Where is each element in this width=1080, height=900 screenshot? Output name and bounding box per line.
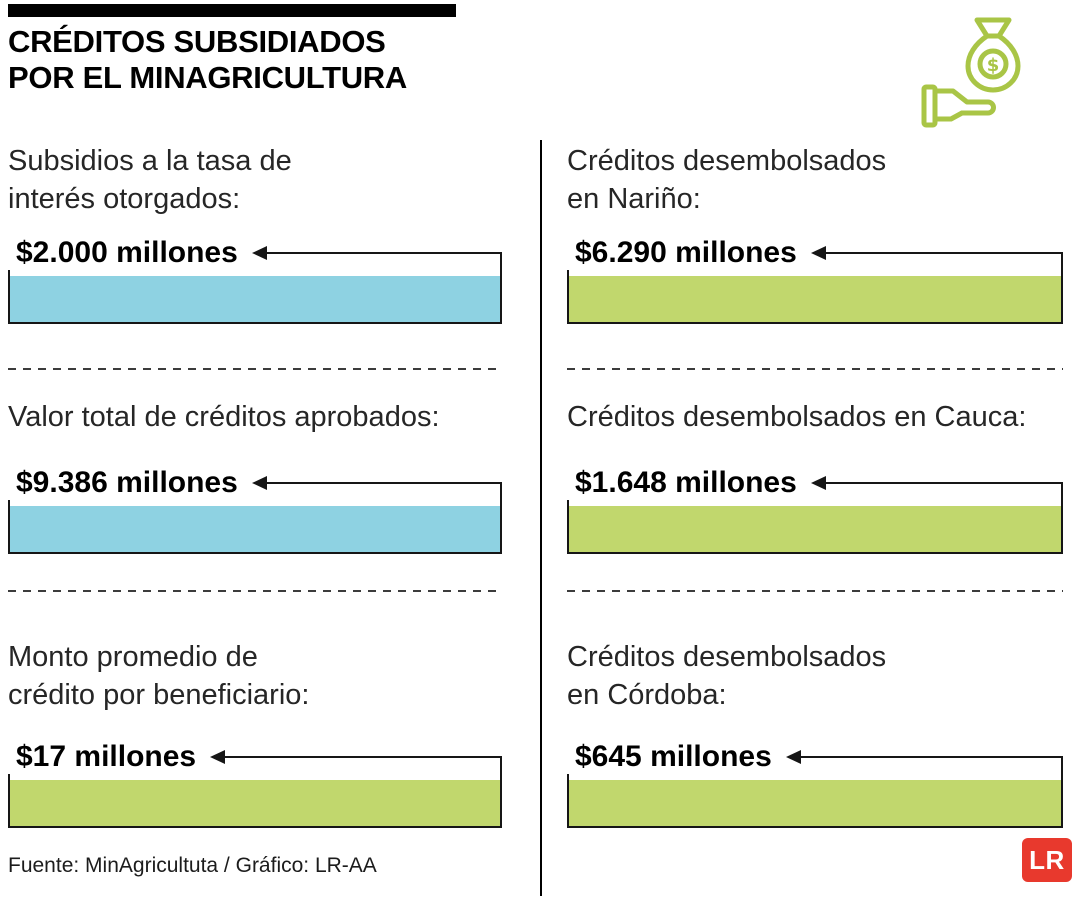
stat-label: Valor total de créditos aprobados: — [8, 398, 502, 436]
label-line: en Córdoba: — [567, 679, 727, 711]
top-accent-bar — [8, 4, 456, 17]
lr-logo-text: LR — [1029, 844, 1065, 875]
stat-label: Créditos desembolsados en Nariño: — [567, 142, 1063, 218]
stat-cordoba: Créditos desembolsados en Córdoba: $645 … — [567, 638, 1063, 828]
stat-narino: Créditos desembolsados en Nariño: $6.290… — [567, 142, 1063, 324]
left-column: Subsidios a la tasa de interés otorgados… — [8, 142, 502, 828]
stat-value: $2.000 millones — [8, 236, 267, 270]
dashed-separator — [567, 590, 1063, 592]
stat-valor-total: Valor total de créditos aprobados: $9.38… — [8, 398, 502, 554]
left-arrow-icon — [810, 476, 826, 490]
stat-value: $645 millones — [567, 740, 801, 774]
stat-figure: $2.000 millones — [8, 236, 502, 324]
bar-fill — [569, 506, 1061, 552]
bar-fill — [10, 506, 500, 552]
right-column: Créditos desembolsados en Nariño: $6.290… — [567, 142, 1063, 828]
left-arrow-icon — [210, 750, 226, 764]
stat-figure: $6.290 millones — [567, 236, 1063, 324]
label-line: interés otorgados: — [8, 183, 241, 215]
stat-label: Subsidios a la tasa de interés otorgados… — [8, 142, 502, 218]
label-line: Créditos desembolsados — [567, 641, 887, 673]
stat-value: $17 millones — [8, 740, 226, 774]
lr-logo: LR — [1022, 838, 1072, 882]
dashed-separator — [8, 368, 502, 370]
bar-fill — [10, 276, 500, 322]
stat-value: $1.648 millones — [567, 466, 826, 500]
stat-figure: $9.386 millones — [8, 466, 502, 554]
stat-label: Créditos desembolsados en Córdoba: — [567, 638, 1063, 714]
stat-label: Monto promedio de crédito por beneficiar… — [8, 638, 502, 714]
label-line: Monto promedio de — [8, 641, 258, 673]
stat-subsidios-tasa: Subsidios a la tasa de interés otorgados… — [8, 142, 502, 324]
stat-value: $6.290 millones — [567, 236, 826, 270]
stat-figure: $17 millones — [8, 740, 502, 828]
stat-label: Créditos desembolsados en Cauca: — [567, 398, 1063, 436]
value-text: $645 millones — [575, 740, 772, 773]
page-title-line1: CRÉDITOS SUBSIDIADOS — [8, 24, 386, 59]
value-text: $9.386 millones — [16, 466, 238, 499]
stat-cauca: Créditos desembolsados en Cauca: $1.648 … — [567, 398, 1063, 554]
label-line: Subsidios a la tasa de — [8, 145, 292, 177]
source-credit: Fuente: MinAgricultuta / Gráfico: LR-AA — [8, 854, 377, 877]
left-arrow-icon — [251, 476, 267, 490]
value-text: $6.290 millones — [575, 236, 797, 269]
dashed-separator — [567, 368, 1063, 370]
stat-value: $9.386 millones — [8, 466, 267, 500]
money-bag-in-hand-icon: $ — [921, 17, 1021, 128]
dashed-separator — [8, 590, 502, 592]
stat-figure: $645 millones — [567, 740, 1063, 828]
column-divider — [540, 140, 542, 896]
label-line: Créditos desembolsados — [567, 145, 887, 177]
left-arrow-icon — [810, 246, 826, 260]
bar-fill — [569, 276, 1061, 322]
page-title-line2: POR EL MINAGRICULTURA — [8, 60, 407, 95]
value-text: $17 millones — [16, 740, 197, 773]
svg-text:$: $ — [987, 55, 1000, 76]
left-arrow-icon — [785, 750, 801, 764]
label-line: en Nariño: — [567, 183, 701, 215]
stat-figure: $1.648 millones — [567, 466, 1063, 554]
label-line: Créditos desembolsados en Cauca: — [567, 401, 1027, 433]
label-line: crédito por beneficiario: — [8, 679, 310, 711]
stat-monto-promedio: Monto promedio de crédito por beneficiar… — [8, 638, 502, 828]
left-arrow-icon — [251, 246, 267, 260]
page-title: CRÉDITOS SUBSIDIADOS POR EL MINAGRICULTU… — [8, 24, 407, 96]
value-text: $1.648 millones — [575, 466, 797, 499]
bar-fill — [10, 780, 500, 826]
value-text: $2.000 millones — [16, 236, 238, 269]
bar-fill — [569, 780, 1061, 826]
label-line: Valor total de créditos aprobados: — [8, 401, 440, 433]
